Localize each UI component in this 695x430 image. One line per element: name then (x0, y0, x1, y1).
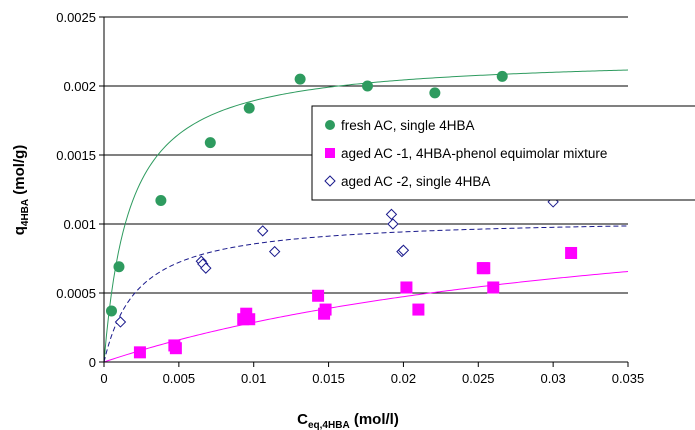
legend-label-aged-2: aged AC -2, single 4HBA (341, 174, 490, 189)
data-point-series-3 (114, 316, 127, 328)
data-point-series-1 (204, 137, 216, 149)
fit-curve-series-2 (103, 270, 629, 363)
data-point-series-1 (294, 73, 306, 85)
y-axis-title-tail: (mol/g) (11, 145, 28, 199)
x-axis-title-main: C (297, 411, 308, 428)
y-tick-label: 0.002 (63, 79, 96, 94)
y-tick-label: 0.001 (63, 217, 96, 232)
data-point-series-1 (243, 102, 255, 114)
y-tick-label: 0.0015 (56, 148, 96, 163)
data-point-series-3 (268, 245, 281, 258)
data-point-series-2 (133, 346, 146, 359)
legend: fresh AC, single 4HBA aged AC -1, 4HBA-p… (311, 105, 695, 201)
data-point-series-1 (155, 195, 167, 207)
y-axis-title-sub: 4HBA (20, 199, 31, 226)
data-point-series-2 (478, 262, 491, 275)
x-tick-label: 0 (100, 371, 107, 386)
data-point-series-1 (113, 261, 125, 273)
axes (99, 16, 629, 367)
fit-curve-series-3 (103, 225, 629, 363)
x-tick-label: 0.035 (612, 371, 645, 386)
data-point-series-2 (243, 313, 256, 326)
legend-box (311, 105, 695, 201)
data-point-series-3 (397, 244, 410, 256)
y-tick-label: 0 (89, 355, 96, 370)
x-axis-title-sub: eq,4HBA (308, 420, 350, 430)
data-point-series-2 (487, 281, 500, 294)
data-point-series-3 (387, 218, 399, 230)
data-point-series-2 (319, 303, 332, 316)
data-point-series-2 (565, 246, 578, 259)
y-tick-label: 0.0025 (56, 10, 96, 25)
data-markers (105, 70, 578, 359)
data-point-series-2 (412, 303, 425, 316)
x-tick-label: 0.01 (241, 371, 266, 386)
legend-marker-aged-2 (324, 175, 336, 187)
x-tick-label: 0.03 (540, 371, 565, 386)
x-tick-label: 0.005 (163, 371, 196, 386)
data-point-series-2 (169, 342, 182, 355)
x-tick-label: 0.02 (391, 371, 416, 386)
data-point-series-3 (385, 208, 398, 221)
x-axis-title-tail: (mol/l) (350, 411, 399, 428)
legend-label-aged-1: aged AC -1, 4HBA-phenol equimolar mixtur… (341, 146, 607, 161)
y-tick-label: 0.0005 (56, 286, 96, 301)
data-point-series-2 (312, 289, 325, 302)
legend-label-fresh: fresh AC, single 4HBA (341, 118, 475, 133)
x-tick-label: 0.025 (462, 371, 495, 386)
data-point-series-3 (200, 262, 212, 274)
x-axis-title: Ceq,4HBA (mol/l) (297, 411, 399, 430)
data-point-series-1 (361, 80, 373, 92)
data-point-series-3 (256, 225, 269, 237)
data-point-series-2 (400, 281, 413, 294)
data-point-series-1 (496, 70, 508, 82)
y-axis-title: q4HBA (mol/g) (11, 145, 31, 236)
data-point-series-1 (105, 305, 117, 317)
legend-marker-aged-1 (325, 148, 335, 158)
data-point-series-1 (429, 87, 441, 99)
y-tick-labels: 0 0.0005 0.001 0.0015 0.002 0.0025 (56, 10, 96, 370)
legend-marker-fresh (325, 120, 335, 130)
x-tick-labels: 0 0.005 0.01 0.015 0.02 0.025 0.03 0.035 (100, 371, 644, 386)
y-axis-title-main: q (11, 226, 28, 235)
x-tick-label: 0.015 (312, 371, 345, 386)
